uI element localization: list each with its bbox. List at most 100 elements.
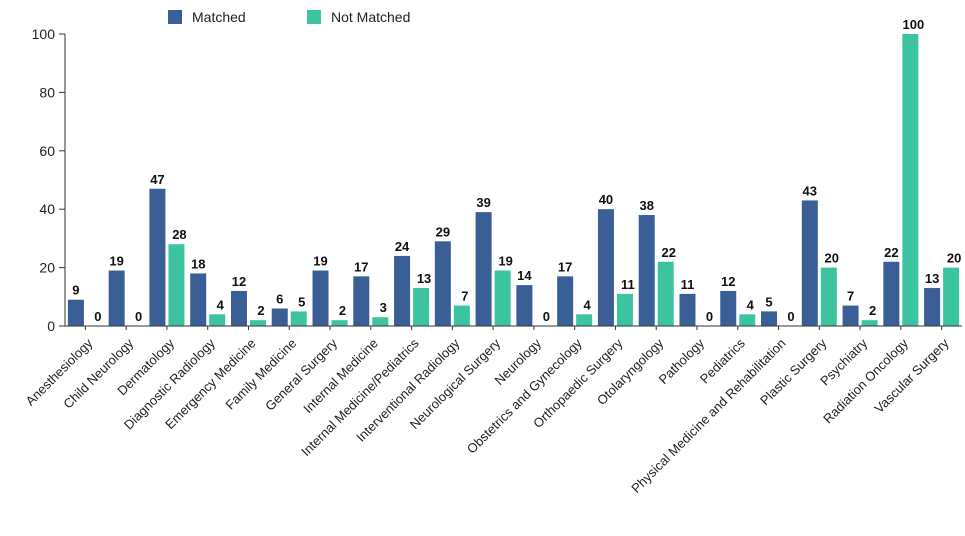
bar-matched-plastic-surgery [801,200,818,326]
x-tick-label-internal-medicine: Internal Medicine [300,336,381,417]
y-tick-label: 40 [39,201,55,217]
data-label-matched-otolaryngology: 38 [639,198,653,213]
bar-not-matched-internal-medicine [372,317,389,326]
data-label-matched-child-neurology: 19 [109,254,123,269]
y-tick-label: 100 [32,26,56,42]
bar-group-internal-medicine-pediatrics: 24 13 [394,239,431,326]
bar-group-internal-medicine: 17 3 [353,259,389,326]
bar-matched-vascular-surgery [924,288,941,326]
data-label-matched-physical-medicine-and-rehabilitation: 5 [765,294,772,309]
bar-matched-emergency-medicine [230,290,247,326]
data-label-matched-internal-medicine: 17 [354,259,368,274]
y-tick-label: 80 [39,84,55,100]
legend-label-not-matched: Not Matched [331,9,410,25]
bar-group-child-neurology: 19 0 [108,254,142,326]
data-label-matched-vascular-surgery: 13 [925,271,939,286]
data-label-matched-internal-medicine-pediatrics: 24 [395,239,410,254]
data-label-not-matched-family-medicine: 5 [298,294,305,309]
bar-not-matched-interventional-radiology [453,305,470,326]
data-label-not-matched-orthopaedic-surgery: 11 [621,277,635,292]
x-tick-label-family-medicine: Family Medicine [222,336,299,413]
bar-matched-neurological-surgery [475,212,492,326]
bar-group-radiation-oncology: 22 100 [883,17,924,326]
data-label-not-matched-neurological-surgery: 19 [498,254,512,269]
bar-not-matched-dermatology [168,244,185,326]
bar-matched-neurology [516,285,533,326]
bar-matched-anesthesiology [67,299,84,326]
data-label-not-matched-obstetrics-and-gynecology: 4 [584,297,592,312]
data-label-matched-general-surgery: 19 [313,254,327,269]
data-label-not-matched-psychiatry: 2 [869,303,876,318]
bar-matched-internal-medicine-pediatrics [394,255,411,326]
data-label-not-matched-internal-medicine: 3 [380,300,387,315]
bar-not-matched-psychiatry [861,320,878,326]
bar-not-matched-orthopaedic-surgery [616,293,633,326]
bar-matched-obstetrics-and-gynecology [557,276,574,326]
bar-group-neurology: 14 0 [516,268,550,326]
bar-matched-pathology [679,293,696,326]
data-label-matched-obstetrics-and-gynecology: 17 [558,259,572,274]
data-label-not-matched-plastic-surgery: 20 [825,251,839,266]
data-label-matched-neurology: 14 [517,268,532,283]
bar-group-plastic-surgery: 43 20 [801,183,839,326]
x-tick-label-vascular-surgery: Vascular Surgery [871,335,952,416]
data-label-matched-neurological-surgery: 39 [476,195,490,210]
bar-group-obstetrics-and-gynecology: 17 4 [557,259,593,326]
bar-matched-orthopaedic-surgery [597,209,614,326]
bar-group-general-surgery: 19 2 [312,254,348,326]
data-label-matched-plastic-surgery: 43 [803,183,817,198]
bar-group-pathology: 11 0 [679,277,713,326]
data-label-not-matched-pediatrics: 4 [747,297,755,312]
bar-group-psychiatry: 72 [842,289,878,326]
bar-group-dermatology: 47 28 [149,172,187,326]
bar-matched-general-surgery [312,270,329,326]
y-tick-label: 60 [39,143,55,159]
bar-not-matched-otolaryngology [657,261,674,326]
bar-not-matched-pediatrics [739,314,756,326]
bar-group-anesthesiology: 90 [67,283,102,326]
bar-matched-physical-medicine-and-rehabilitation [761,311,778,326]
bar-not-matched-emergency-medicine [249,320,266,326]
x-tick-label-general-surgery: General Surgery [262,335,340,413]
data-label-not-matched-neurology: 0 [543,309,550,324]
x-tick-label-child-neurology: Child Neurology [60,335,136,411]
bar-matched-diagnostic-radiology [190,273,207,326]
bar-not-matched-diagnostic-radiology [209,314,226,326]
y-tick-label: 0 [47,318,55,334]
data-label-matched-anesthesiology: 9 [72,283,79,298]
legend: Matched Not Matched [168,9,410,25]
bar-matched-internal-medicine [353,276,370,326]
bar-matched-family-medicine [271,308,288,326]
bar-not-matched-plastic-surgery [820,267,837,326]
data-label-not-matched-vascular-surgery: 20 [947,251,961,266]
bar-matched-child-neurology [108,270,125,326]
data-label-matched-emergency-medicine: 12 [232,274,246,289]
data-label-matched-dermatology: 47 [150,172,164,187]
data-label-not-matched-emergency-medicine: 2 [257,303,264,318]
data-label-not-matched-child-neurology: 0 [135,309,142,324]
legend-swatch-not-matched [307,10,321,24]
data-label-not-matched-anesthesiology: 0 [94,309,101,324]
data-label-not-matched-diagnostic-radiology: 4 [217,297,225,312]
data-label-matched-orthopaedic-surgery: 40 [599,192,613,207]
bar-not-matched-internal-medicine-pediatrics [413,288,430,326]
data-label-not-matched-otolaryngology: 22 [661,245,675,260]
bar-group-orthopaedic-surgery: 40 11 [597,192,635,326]
bar-not-matched-neurological-surgery [494,270,511,326]
data-label-matched-family-medicine: 6 [276,291,283,306]
bar-group-pediatrics: 12 4 [720,274,756,326]
y-axis: 0 20 40 60 80 100 [32,26,66,334]
legend-label-matched: Matched [192,9,246,25]
bar-matched-interventional-radiology [434,241,451,326]
data-label-matched-diagnostic-radiology: 18 [191,256,205,271]
bar-not-matched-obstetrics-and-gynecology [576,314,593,326]
bar-not-matched-vascular-surgery [943,267,960,326]
bar-group-diagnostic-radiology: 18 4 [190,256,226,326]
bar-not-matched-radiation-oncology [902,34,919,326]
bar-matched-pediatrics [720,290,737,326]
data-label-not-matched-dermatology: 28 [172,227,186,242]
data-label-matched-radiation-oncology: 22 [884,245,898,260]
data-label-not-matched-general-surgery: 2 [339,303,346,318]
